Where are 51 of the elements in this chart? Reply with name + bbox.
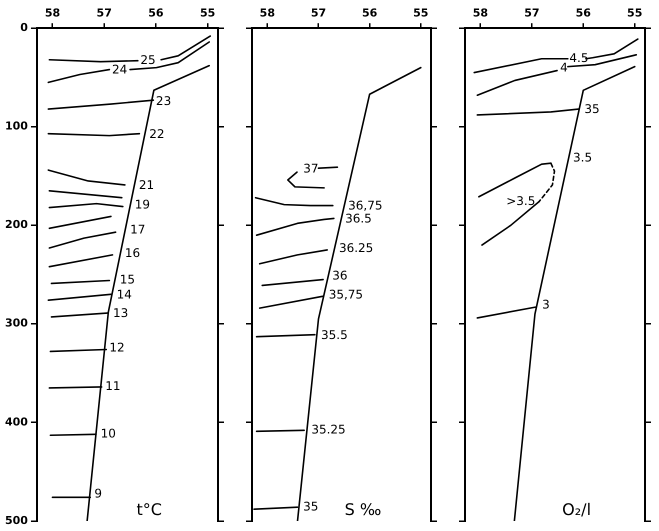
annotation: 12 [109,340,125,355]
x-tick-label: 56 [576,6,592,20]
annotation: 4.5 [569,50,588,65]
annotation: 16 [124,246,140,260]
y-tick-label: 0 [20,21,28,34]
annotation: 9 [94,486,102,501]
annotation: 35.25 [311,422,346,436]
x-tick-label: 58 [472,6,488,20]
annotation: 36.25 [338,241,374,256]
x-tick-label: 58 [44,6,60,20]
annotation: 35 [584,102,600,116]
annotation: 13 [113,306,128,320]
annotation: 25 [140,52,156,67]
y-tick-label: 500 [4,514,28,527]
annotation: 4 [560,60,568,75]
annotation: 21 [138,178,154,192]
text: t°C [136,500,162,520]
annotation: 35,75 [328,287,364,302]
annotation: 35.5 [321,328,348,342]
annotation: >3.5 [506,194,536,208]
annotation: 14 [116,287,132,302]
y-tick-label: 300 [4,316,28,330]
annotation: 35 [303,499,318,514]
annotation: 11 [105,379,121,394]
annotation: 17 [130,222,146,236]
y-tick-label: 100 [4,120,28,133]
x-tick-label: 58 [260,6,275,20]
x-tick-label: 56 [148,6,164,20]
x-tick-label: 57 [310,6,326,20]
annotation: 3.5 [573,150,592,164]
x-tick-label: 55 [200,6,216,20]
x-tick-label: 57 [96,6,112,20]
annotation: 3 [542,297,550,312]
annotation: 37 [303,161,318,176]
annotation: 22 [149,126,164,141]
annotation: 10 [100,426,116,440]
x-tick-label: 57 [524,6,540,20]
annotation: 23 [156,94,172,108]
annotation: 19 [134,198,150,212]
y-tick-label: 400 [4,415,28,428]
x-tick-label: 56 [362,6,378,20]
y-tick-label: 200 [4,218,28,232]
annotation: 36 [332,268,348,283]
text: S ‰ [344,500,382,520]
annotation: 24 [112,62,128,77]
x-tick-label: 55 [627,6,642,20]
x-tick-label: 55 [413,6,428,20]
annotation: 15 [120,272,136,287]
annotation: 36,75 [348,198,383,213]
text: O₂/l [562,500,592,520]
annotation: 36.5 [345,212,372,226]
